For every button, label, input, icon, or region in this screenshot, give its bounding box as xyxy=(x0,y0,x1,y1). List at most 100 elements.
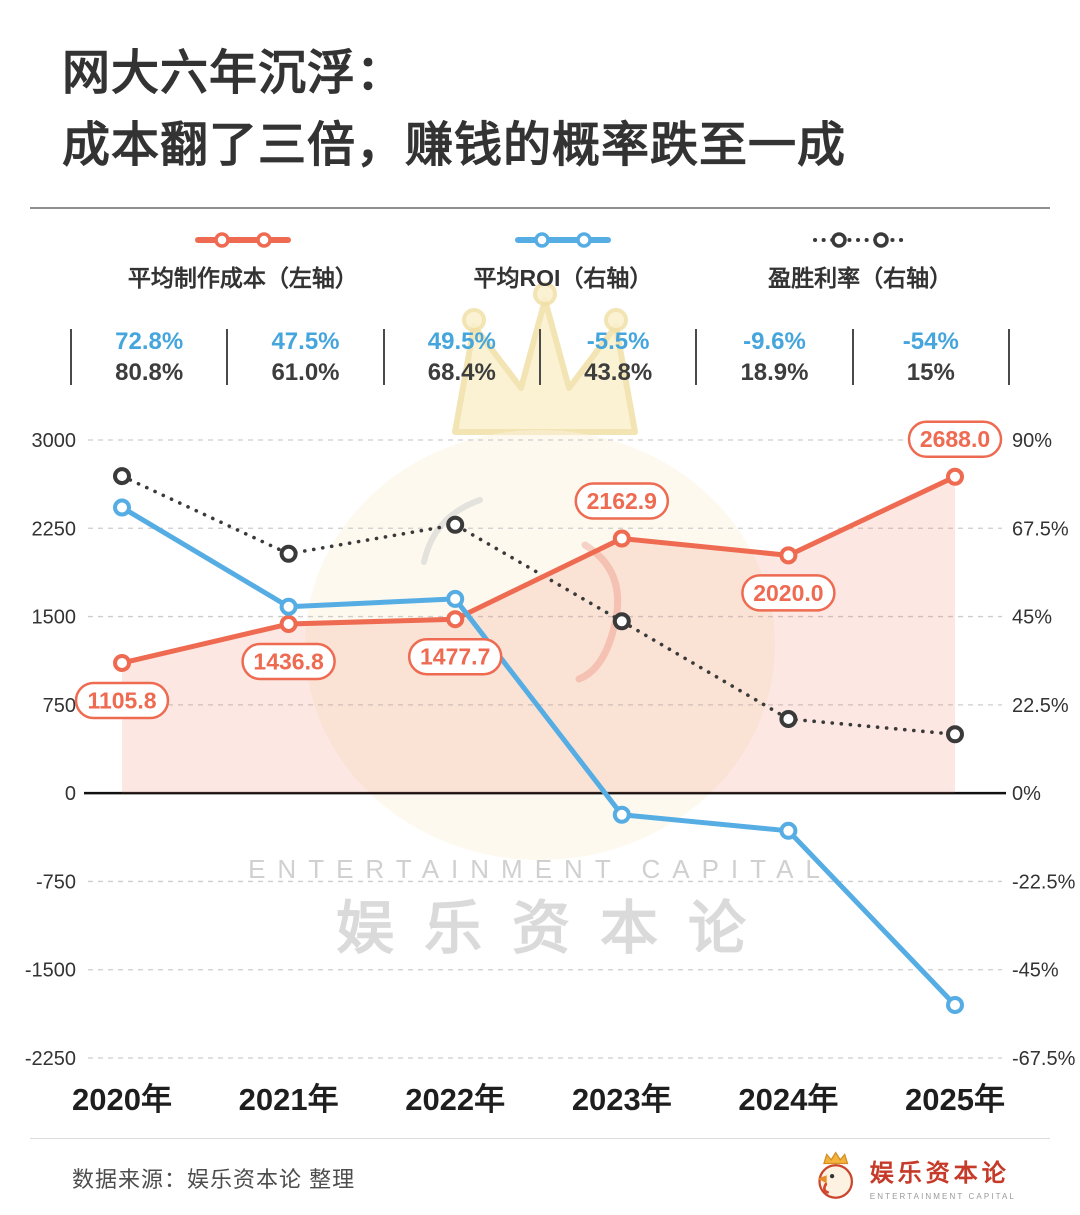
annotation-separator xyxy=(226,329,229,385)
logo-name-en: ENTERTAINMENT CAPITAL xyxy=(869,1192,1016,1201)
watermark-crown-jewel xyxy=(462,308,486,332)
data-point-series-1 xyxy=(946,996,964,1015)
brand-logo: 娱乐资本论 ENTERTAINMENT CAPITAL xyxy=(806,1148,1016,1206)
data-label-box xyxy=(907,420,1003,458)
win-rate-value: 80.8% xyxy=(115,359,184,386)
data-label: 2688.0 xyxy=(920,426,990,452)
left-axis-tick: -1500 xyxy=(25,960,76,982)
chart-legend: 平均制作成本（左轴） 平均ROI（右轴） 盈胜利率（右轴） xyxy=(70,230,1010,293)
watermark-mascot-outline xyxy=(421,497,483,565)
watermark-text-en: ENTERTAINMENT CAPITAL xyxy=(248,854,832,884)
data-label: 2162.9 xyxy=(587,488,657,514)
legend-label: 平均制作成本（左轴） xyxy=(127,265,358,291)
x-axis-label: 2023年 xyxy=(572,1082,672,1117)
left-axis-tick: 1500 xyxy=(32,607,77,629)
data-point-series-0 xyxy=(446,610,465,629)
page-title-line2: 成本翻了三倍，赚钱的概率跌至一成 xyxy=(62,119,847,172)
left-axis-tick: -2250 xyxy=(25,1048,76,1070)
data-label-box xyxy=(407,637,503,676)
data-label: 2020.0 xyxy=(753,580,823,606)
legend-marker xyxy=(576,232,592,248)
data-label: 1436.8 xyxy=(253,649,324,675)
data-label-box xyxy=(241,642,336,681)
data-point-series-1 xyxy=(446,589,465,608)
watermark-text-cn: 娱乐资本论 xyxy=(336,896,776,961)
data-label-box xyxy=(741,574,836,612)
annotation-column: 47.5% 61.0% xyxy=(228,326,382,388)
right-axis-tick: 0% xyxy=(1012,783,1041,805)
win-rate-value: 43.8% xyxy=(584,359,653,386)
legend-marker xyxy=(256,232,272,248)
legend-label: 平均ROI（右轴） xyxy=(473,265,653,291)
win-rate-value: 15% xyxy=(906,359,955,386)
data-point-series-2 xyxy=(946,725,964,744)
x-axis-label: 2020年 xyxy=(72,1082,172,1117)
left-axis-tick: 2250 xyxy=(32,518,77,540)
roi-value: 72.8% xyxy=(115,328,184,355)
annotation-separator xyxy=(538,329,541,385)
roi-value: -54% xyxy=(902,328,959,355)
data-point-series-0 xyxy=(946,467,964,486)
annotation-column: 49.5% 68.4% xyxy=(385,326,539,388)
logo-text: 娱乐资本论 ENTERTAINMENT CAPITAL xyxy=(870,1153,1016,1201)
legend-sample-solid-icon xyxy=(194,232,291,248)
win-rate-value: 61.0% xyxy=(271,359,340,386)
legend-marker xyxy=(534,232,550,248)
annotation-separator xyxy=(1007,329,1010,385)
watermark-crown-jewel xyxy=(604,308,628,332)
annotation-column: -54% 15% xyxy=(854,326,1008,388)
data-label: 1105.8 xyxy=(87,687,156,713)
legend-item-1: 平均ROI（右轴） xyxy=(473,230,653,293)
x-axis-label: 2025年 xyxy=(905,1082,1005,1117)
left-axis-tick: 750 xyxy=(43,695,76,717)
left-axis-tick: -750 xyxy=(36,871,76,893)
legend-marker xyxy=(214,232,230,248)
data-source-text: 数据来源：娱乐资本论 整理 xyxy=(72,1167,356,1192)
data-label-box xyxy=(74,681,170,720)
mascot-icon xyxy=(817,1151,853,1199)
right-axis-tick: 22.5% xyxy=(1012,695,1069,717)
data-point-series-0 xyxy=(779,546,798,565)
data-point-series-2 xyxy=(446,515,465,534)
annotation-column: -5.5% 43.8% xyxy=(541,326,695,388)
watermark-crown-jewel xyxy=(533,282,557,306)
roi-value: 49.5% xyxy=(427,328,496,355)
x-axis-label: 2022年 xyxy=(405,1082,505,1117)
series-line-2 xyxy=(120,474,957,737)
legend-item-0: 平均制作成本（左轴） xyxy=(128,230,358,293)
data-point-series-2 xyxy=(612,612,631,631)
data-point-series-0 xyxy=(612,529,631,548)
annotation-column: 72.8% 80.8% xyxy=(72,326,226,388)
legend-marker xyxy=(873,232,889,248)
watermark-mascot xyxy=(305,430,775,860)
x-axis-label: 2021年 xyxy=(239,1082,339,1117)
series-line-1 xyxy=(119,504,958,1008)
watermark-crown-icon xyxy=(452,297,638,435)
x-axis-label: 2024年 xyxy=(738,1082,838,1117)
right-axis-tick: 67.5% xyxy=(1012,518,1069,540)
data-point-series-2 xyxy=(113,467,131,486)
roi-value: -9.6% xyxy=(743,328,806,355)
roi-value: -5.5% xyxy=(586,328,650,355)
right-axis-tick: 90% xyxy=(1012,430,1052,452)
right-axis-tick: -67.5% xyxy=(1012,1048,1076,1070)
annotation-column: -9.6% 18.9% xyxy=(697,326,851,388)
data-point-series-1 xyxy=(113,498,131,517)
title-divider xyxy=(30,207,1050,209)
legend-sample-dotted-icon xyxy=(813,232,908,248)
legend-label: 盈胜利率（右轴） xyxy=(768,265,953,291)
legend-marker xyxy=(831,232,847,248)
win-rate-value: 68.4% xyxy=(427,359,496,386)
data-point-series-0 xyxy=(113,653,131,672)
watermark: ENTERTAINMENT CAPITAL 娱乐资本论 xyxy=(248,282,832,961)
cost-area-fill xyxy=(122,476,955,794)
data-label-box xyxy=(574,482,670,520)
data-point-series-1 xyxy=(779,821,798,840)
data-point-series-1 xyxy=(612,805,631,824)
data-point-series-0 xyxy=(279,615,298,634)
data-point-series-2 xyxy=(779,709,798,728)
footer-divider xyxy=(30,1138,1050,1139)
annotation-separator xyxy=(695,329,698,385)
right-axis-tick: -45% xyxy=(1012,960,1059,982)
